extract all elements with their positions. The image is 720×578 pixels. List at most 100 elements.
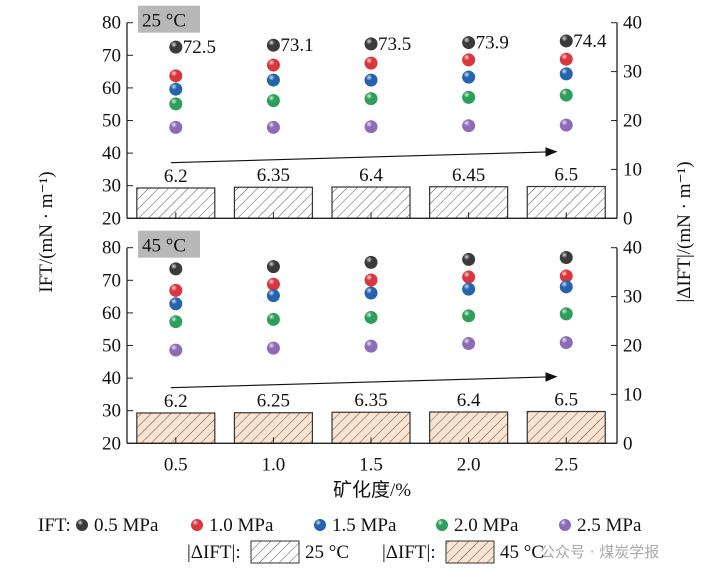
legend-bar-prefix: |ΔIFT|:	[382, 542, 436, 563]
bar-data-label: 6.4	[457, 390, 481, 411]
point-data-label: 73.5	[378, 34, 411, 55]
data-point-highlight	[364, 273, 378, 287]
x-tick-label: 2.0	[457, 454, 481, 475]
y-left-tick-label: 40	[102, 143, 121, 164]
legend-item: 1.0 MPa	[209, 515, 274, 536]
data-point-highlight	[266, 73, 280, 87]
data-point-highlight	[169, 82, 183, 96]
x-tick-label: 2.5	[554, 454, 578, 475]
panel-label-box	[138, 230, 200, 258]
legend-bar-swatch-outline	[445, 540, 495, 564]
data-point-highlight	[266, 289, 280, 303]
data-point-highlight	[559, 88, 573, 102]
panel-label: 45 °C	[142, 236, 186, 257]
data-point-highlight	[559, 336, 573, 350]
point-data-label: 72.5	[183, 37, 216, 58]
data-point-highlight	[169, 40, 183, 54]
y-axis-right-label: |ΔIFT|/(mN · m⁻¹)	[674, 161, 695, 302]
y-left-tick-label: 30	[102, 401, 121, 422]
bar-data-label: 6.2	[164, 166, 188, 187]
data-point-highlight	[169, 262, 183, 276]
data-point-highlight	[559, 67, 573, 81]
bar-data-label: 6.45	[452, 165, 485, 186]
data-point-highlight	[169, 97, 183, 111]
y-left-tick-label: 50	[102, 336, 121, 357]
bar-data-label: 6.25	[257, 391, 290, 412]
data-point-highlight	[266, 38, 280, 52]
y-left-tick-label: 20	[102, 208, 121, 229]
data-point-highlight	[169, 120, 183, 134]
data-point-highlight	[169, 343, 183, 357]
data-point-highlight	[559, 34, 573, 48]
data-point-highlight	[169, 315, 183, 329]
data-point-highlight	[462, 337, 476, 351]
data-point-highlight	[462, 119, 476, 133]
data-point-highlight	[559, 280, 573, 294]
y-right-tick-label: 20	[623, 336, 642, 357]
bar-data-label: 6.4	[359, 165, 383, 186]
data-point-highlight	[559, 307, 573, 321]
data-point-highlight	[266, 312, 280, 326]
y-right-tick-label: 30	[623, 62, 642, 83]
watermark: 公众号 · 煤炭学报	[540, 543, 659, 561]
data-point-highlight	[364, 73, 378, 87]
y-right-tick-label: 20	[623, 111, 642, 132]
bar-data-label: 6.5	[554, 165, 578, 186]
legend-item: 0.5 MPa	[94, 515, 159, 536]
data-point-highlight	[559, 269, 573, 283]
y-left-tick-label: 60	[102, 78, 121, 99]
y-axis-left-label: IFT/(mN · m⁻¹)	[36, 171, 57, 292]
bar-data-label: 6.5	[554, 390, 578, 411]
data-point-highlight	[462, 252, 476, 266]
y-left-tick-label: 80	[102, 238, 121, 259]
legend-bar-item: 25 °C	[305, 542, 349, 563]
data-point-highlight	[462, 36, 476, 50]
data-point-highlight	[266, 277, 280, 291]
legend-bar-prefix: |ΔIFT|:	[187, 542, 241, 563]
y-right-tick-label: 0	[623, 208, 633, 229]
data-point-highlight	[364, 120, 378, 134]
y-right-tick-label: 10	[623, 159, 642, 180]
y-left-tick-label: 50	[102, 111, 121, 132]
data-point-highlight	[266, 120, 280, 134]
bar-data-label: 6.2	[164, 391, 188, 412]
legend-marker-highlight	[436, 519, 448, 531]
legend-bar-item: 45 °C	[500, 542, 544, 563]
y-left-tick-label: 60	[102, 303, 121, 324]
legend-marker-highlight	[76, 519, 88, 531]
legend-marker-highlight	[314, 519, 326, 531]
x-tick-label: 0.5	[164, 454, 188, 475]
data-point-highlight	[364, 92, 378, 106]
trend-arrow	[170, 147, 558, 164]
y-right-tick-label: 10	[623, 384, 642, 405]
data-point-highlight	[559, 250, 573, 264]
y-left-tick-label: 20	[102, 433, 121, 454]
bar-data-label: 6.35	[354, 390, 387, 411]
legend-prefix: IFT:	[38, 515, 71, 536]
data-point-highlight	[462, 53, 476, 67]
trend-arrow	[170, 372, 558, 389]
y-right-tick-label: 0	[623, 433, 633, 454]
y-left-tick-label: 80	[102, 13, 121, 34]
data-point-highlight	[364, 255, 378, 269]
data-point-highlight	[462, 70, 476, 84]
y-left-tick-label: 70	[102, 270, 121, 291]
x-tick-label: 1.0	[262, 454, 286, 475]
data-point-highlight	[169, 283, 183, 297]
data-point-highlight	[266, 260, 280, 274]
data-point-highlight	[266, 341, 280, 355]
y-left-tick-label: 30	[102, 176, 121, 197]
y-right-tick-label: 40	[623, 238, 642, 259]
legend-item: 1.5 MPa	[332, 515, 397, 536]
data-point-highlight	[462, 270, 476, 284]
data-point-highlight	[266, 94, 280, 108]
legend-marker-highlight	[191, 519, 203, 531]
legend-marker-highlight	[559, 519, 571, 531]
data-point-highlight	[169, 69, 183, 83]
data-point-highlight	[462, 282, 476, 296]
data-point-highlight	[169, 297, 183, 311]
data-point-highlight	[364, 286, 378, 300]
data-point-highlight	[364, 339, 378, 353]
legend-item: 2.0 MPa	[454, 515, 519, 536]
